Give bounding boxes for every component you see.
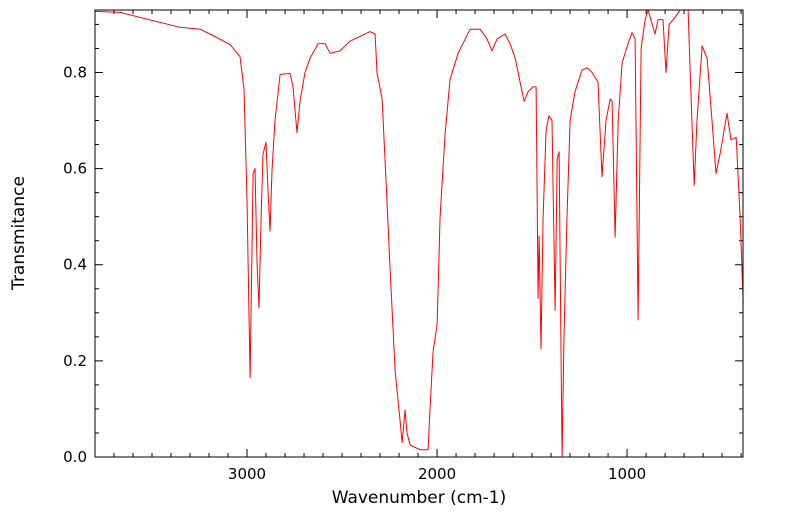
axis-tick-labels: 3000 2000 1000 0.0 0.2 0.4 0.6 0.8 — [63, 63, 646, 483]
axis-ticks — [94, 10, 743, 458]
plot-frame — [94, 9, 744, 458]
y-tick-label: 0.2 — [63, 352, 87, 370]
y-tick-label: 0.0 — [63, 448, 87, 466]
y-tick-label: 0.6 — [63, 160, 87, 178]
y-axis-label: Transmitance — [9, 176, 29, 291]
y-tick-label: 0.8 — [63, 63, 87, 81]
x-tick-label: 3000 — [228, 465, 266, 483]
spectrum-line — [94, 9, 744, 458]
x-axis-label: Wavenumber (cm-1) — [332, 488, 507, 508]
y-tick-label: 0.4 — [63, 256, 87, 274]
x-tick-label: 2000 — [418, 465, 456, 483]
x-tick-label: 1000 — [608, 465, 646, 483]
